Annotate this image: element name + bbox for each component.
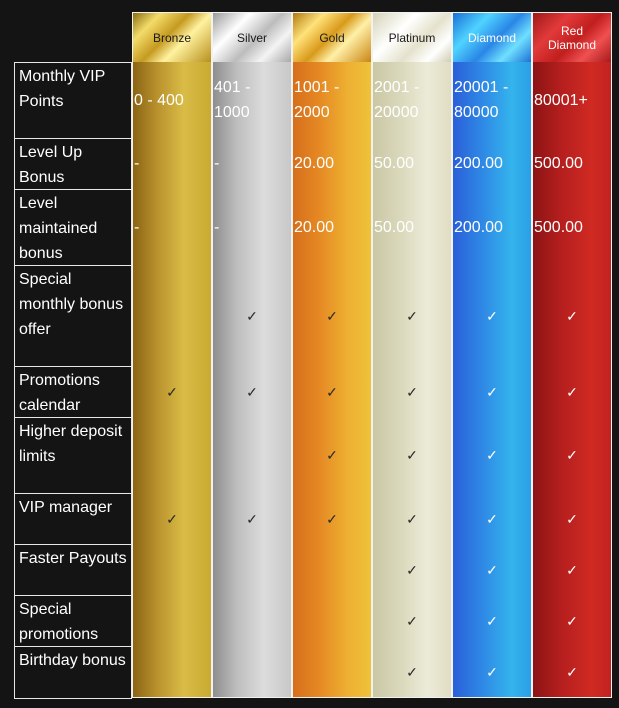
value-cell: 500.00	[534, 155, 583, 172]
row-divider	[14, 595, 132, 596]
row-divider	[14, 417, 132, 418]
checkmark-icon: ✓	[486, 561, 498, 578]
value-cell: -	[134, 155, 140, 172]
row-label: Special promotions	[14, 596, 132, 646]
tier-label: Red Diamond	[547, 23, 597, 52]
checkmark-icon: ✓	[326, 447, 338, 463]
checkmark-icon: ✓	[566, 561, 578, 578]
value-cell: -	[214, 155, 220, 172]
row-label: VIP manager	[14, 494, 132, 544]
checkmark-icon: ✓	[566, 447, 578, 463]
tier-label: Bronze	[152, 30, 192, 45]
tier-column-platinum	[372, 62, 452, 698]
tier-header-red-diamond: Red Diamond	[532, 12, 612, 62]
value-cell: 50.00	[374, 155, 415, 172]
row-label: Level Up Bonus	[14, 139, 132, 189]
row-label: Special monthly bonus offer	[14, 266, 132, 366]
row-label: Promotions calendar	[14, 367, 132, 417]
checkmark-icon: ✓	[246, 307, 258, 324]
checkmark-icon: ✓	[566, 612, 578, 629]
value-cell: 401 - 1000	[214, 79, 251, 121]
value-cell: 2001 - 20000	[374, 79, 420, 121]
checkmark-icon: ✓	[326, 510, 338, 527]
checkmark-icon: ✓	[406, 561, 418, 578]
checkmark-icon: ✓	[566, 664, 578, 680]
checkmark-icon: ✓	[486, 383, 498, 400]
row-label: Faster Payouts	[14, 545, 132, 595]
checkmark-icon: ✓	[406, 383, 418, 400]
tier-column-silver	[212, 62, 292, 698]
checkmark-icon: ✓	[166, 383, 178, 400]
checkmark-icon: ✓	[566, 510, 578, 527]
checkmark-icon: ✓	[246, 510, 258, 527]
row-label: Monthly VIP Points	[14, 63, 132, 138]
checkmark-icon: ✓	[326, 383, 338, 400]
tier-column-bronze	[132, 62, 212, 698]
row-divider	[14, 189, 132, 190]
row-label: Birthday bonus	[14, 647, 132, 698]
checkmark-icon: ✓	[246, 383, 258, 400]
checkmark-icon: ✓	[406, 510, 418, 527]
tier-label: Diamond	[467, 30, 517, 45]
value-cell: 200.00	[454, 218, 503, 236]
checkmark-icon: ✓	[406, 447, 418, 463]
tier-header-silver: Silver	[212, 12, 292, 62]
row-divider	[14, 138, 132, 139]
tier-column-diamond	[452, 62, 532, 698]
value-cell: 1001 - 2000	[294, 79, 340, 121]
value-cell: 200.00	[454, 155, 503, 172]
value-cell: -	[134, 218, 140, 236]
tier-header-gold: Gold	[292, 12, 372, 62]
value-cell: 0 - 400	[134, 91, 184, 109]
value-cell: 80001+	[534, 91, 588, 109]
row-label: Higher deposit limits	[14, 418, 132, 493]
checkmark-icon: ✓	[166, 510, 178, 527]
row-divider	[14, 493, 132, 494]
row-divider	[14, 62, 132, 63]
checkmark-icon: ✓	[486, 612, 498, 629]
tier-header-platinum: Platinum	[372, 12, 452, 62]
tier-header-diamond: Diamond	[452, 12, 532, 62]
checkmark-icon: ✓	[486, 447, 498, 463]
checkmark-icon: ✓	[326, 307, 338, 324]
checkmark-icon: ✓	[406, 612, 418, 629]
checkmark-icon: ✓	[406, 307, 418, 324]
tier-label: Silver	[236, 30, 267, 45]
tier-column-red-diamond	[532, 62, 612, 698]
value-cell: 500.00	[534, 218, 583, 236]
value-cell: 20.00	[294, 155, 335, 172]
checkmark-icon: ✓	[406, 664, 418, 680]
checkmark-icon: ✓	[486, 307, 498, 324]
value-cell: -	[214, 218, 220, 236]
tier-label: Gold	[319, 30, 345, 45]
row-divider	[14, 698, 132, 699]
value-cell: 20001 - 80000	[454, 79, 509, 121]
tier-column-gold	[292, 62, 372, 698]
tier-label: Platinum	[388, 30, 436, 45]
row-divider	[14, 646, 132, 647]
checkmark-icon: ✓	[486, 664, 498, 680]
checkmark-icon: ✓	[566, 307, 578, 324]
row-divider	[14, 366, 132, 367]
value-cell: 20.00	[294, 218, 335, 236]
tier-header-bronze: Bronze	[132, 12, 212, 62]
row-divider	[14, 265, 132, 266]
row-divider	[14, 544, 132, 545]
value-cell: 50.00	[374, 218, 415, 236]
checkmark-icon: ✓	[486, 510, 498, 527]
checkmark-icon: ✓	[566, 383, 578, 400]
row-label: Level maintained bonus	[14, 190, 132, 265]
